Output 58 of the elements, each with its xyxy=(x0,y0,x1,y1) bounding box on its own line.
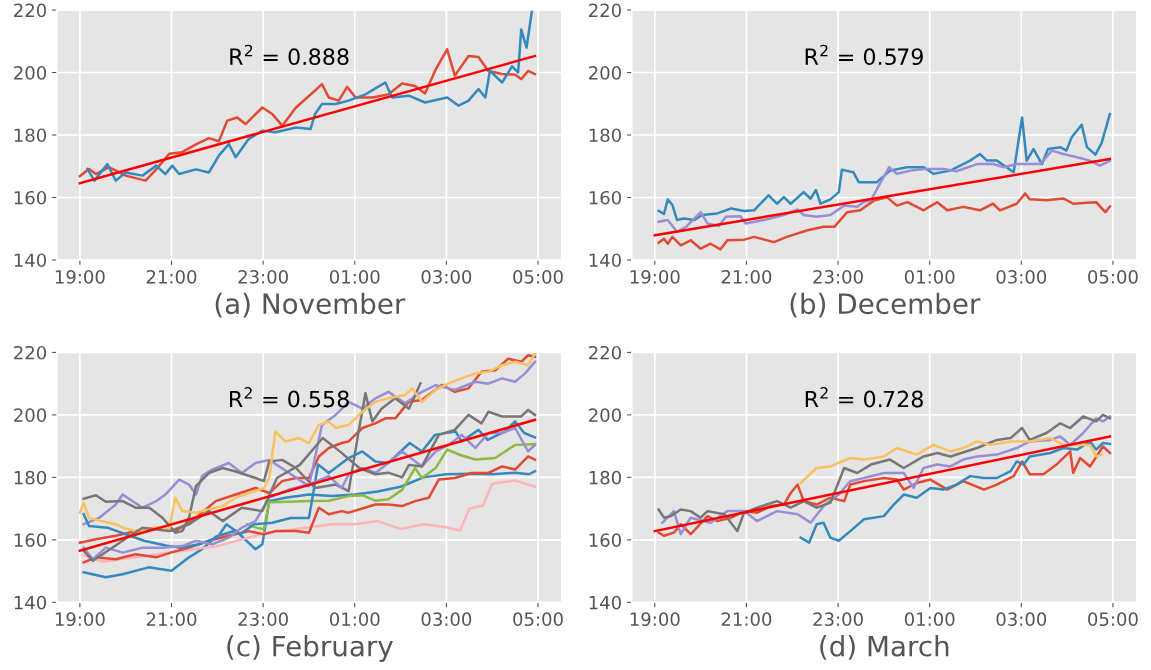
line-series xyxy=(86,10,534,182)
x-tick-label: 01:00 xyxy=(904,612,955,627)
y-tick-label: 160 xyxy=(14,533,47,547)
line-series xyxy=(799,440,1112,544)
y-tick-label: 140 xyxy=(14,595,47,610)
x-tick-label: 23:00 xyxy=(813,270,863,284)
y-tick-label: 180 xyxy=(14,470,47,485)
x-axis-title: (b) December xyxy=(790,292,981,318)
y-tick-label: 200 xyxy=(14,65,47,80)
x-tick-label: 03:00 xyxy=(421,270,472,284)
x-tick-label: 23:00 xyxy=(813,612,863,627)
y-tick-label: 200 xyxy=(14,408,47,423)
x-tick-label: 05:00 xyxy=(513,270,563,284)
y-tick-label: 200 xyxy=(589,65,621,80)
y-tick-label: 140 xyxy=(589,595,621,610)
line-series xyxy=(799,436,1103,485)
x-tick-label: 23:00 xyxy=(238,612,288,627)
y-tick-label: 180 xyxy=(14,128,47,143)
y-tick-label: 220 xyxy=(589,345,621,360)
x-axis-title: (c) February xyxy=(227,635,393,662)
annotation: R$^{2}$ = 0.728 xyxy=(805,387,923,408)
x-tick-label: 19:00 xyxy=(55,270,105,284)
y-tick-label: 220 xyxy=(589,3,621,18)
y-tick-label: 200 xyxy=(589,408,621,423)
x-tick-label: 23:00 xyxy=(238,270,288,284)
x-tick-label: 01:00 xyxy=(329,270,380,284)
x-axis-title: (d) March xyxy=(820,635,949,660)
line-series xyxy=(657,192,1112,251)
x-tick-label: 03:00 xyxy=(996,270,1047,284)
x-tick-label: 01:00 xyxy=(329,612,380,627)
annotation: R$^{2}$ = 0.558 xyxy=(229,387,349,408)
x-tick-label: 01:00 xyxy=(904,270,955,284)
x-tick-label: 21:00 xyxy=(721,612,772,627)
x-tick-label: 21:00 xyxy=(146,270,197,284)
y-tick-label: 140 xyxy=(589,253,621,268)
y-tick-label: 160 xyxy=(14,190,47,205)
y-tick-label: 220 xyxy=(14,3,47,18)
y-tick-label: 140 xyxy=(14,253,47,268)
y-tick-label: 180 xyxy=(589,128,621,143)
x-tick-label: 21:00 xyxy=(146,612,197,627)
x-tick-label: 05:00 xyxy=(1088,612,1138,627)
x-tick-label: 03:00 xyxy=(996,612,1047,627)
y-tick-label: 220 xyxy=(14,345,47,360)
x-tick-label: 19:00 xyxy=(55,612,105,627)
x-tick-label: 05:00 xyxy=(1088,270,1138,284)
annotation: R$^{2}$ = 0.579 xyxy=(805,44,923,66)
line-series xyxy=(245,442,537,531)
y-tick-label: 160 xyxy=(589,533,621,547)
x-axis-title: (a) November xyxy=(215,292,406,318)
annotation: R$^{2}$ = 0.888 xyxy=(230,44,349,66)
line-series xyxy=(657,112,1112,222)
x-tick-label: 19:00 xyxy=(630,612,680,627)
y-tick-label: 160 xyxy=(589,190,621,205)
x-tick-label: 21:00 xyxy=(721,270,772,284)
x-tick-label: 19:00 xyxy=(630,270,680,284)
x-tick-label: 03:00 xyxy=(421,612,472,627)
x-tick-label: 05:00 xyxy=(513,612,563,627)
y-tick-label: 180 xyxy=(589,470,621,485)
